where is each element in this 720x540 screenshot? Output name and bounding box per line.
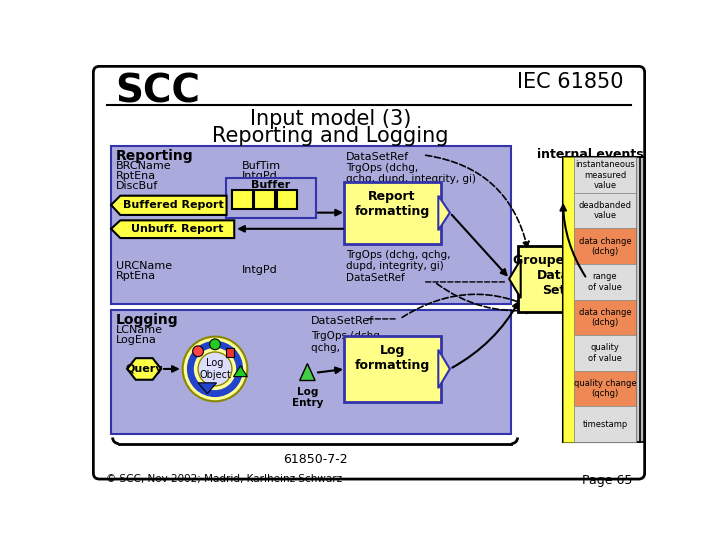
Text: SCC: SCC (115, 72, 200, 111)
Text: Reporting: Reporting (116, 148, 193, 163)
Text: data change
(dchg): data change (dchg) (579, 237, 631, 256)
Text: LogEna: LogEna (116, 335, 156, 345)
Polygon shape (127, 358, 161, 380)
Circle shape (210, 339, 220, 350)
FancyBboxPatch shape (111, 146, 511, 303)
FancyBboxPatch shape (343, 336, 441, 402)
Text: data change
(dchg): data change (dchg) (579, 308, 631, 327)
Text: Reporting and Logging: Reporting and Logging (212, 126, 449, 146)
Text: IntgPd: IntgPd (242, 265, 278, 275)
FancyBboxPatch shape (571, 157, 640, 442)
Circle shape (193, 346, 204, 356)
FancyBboxPatch shape (94, 66, 644, 479)
Text: BufTim: BufTim (242, 161, 281, 171)
Text: 61850-7-2: 61850-7-2 (283, 453, 348, 466)
Text: LCName: LCName (116, 325, 163, 335)
FancyBboxPatch shape (111, 309, 511, 434)
Text: RptEna: RptEna (116, 171, 156, 181)
FancyBboxPatch shape (578, 157, 589, 442)
FancyBboxPatch shape (343, 182, 441, 244)
Polygon shape (111, 220, 234, 238)
FancyBboxPatch shape (254, 190, 275, 209)
FancyBboxPatch shape (574, 264, 636, 300)
Text: internal events: internal events (537, 148, 644, 161)
FancyBboxPatch shape (574, 335, 636, 371)
FancyBboxPatch shape (563, 157, 636, 442)
Text: quality
of value: quality of value (588, 343, 622, 363)
Text: IntgPd: IntgPd (242, 171, 278, 181)
FancyBboxPatch shape (518, 246, 589, 312)
Text: timestamp: timestamp (582, 420, 628, 429)
FancyBboxPatch shape (574, 371, 636, 407)
Polygon shape (300, 363, 315, 381)
Polygon shape (509, 260, 521, 298)
Text: Input model (3): Input model (3) (250, 110, 411, 130)
Text: TrgOps (dchg,
qchg, dupd, integrity, gi): TrgOps (dchg, qchg, dupd, integrity, gi) (346, 163, 476, 184)
FancyBboxPatch shape (226, 178, 316, 218)
Text: deadbanded
value: deadbanded value (578, 201, 631, 220)
Text: Grouped by
Data
Set: Grouped by Data Set (513, 254, 595, 297)
Text: © SCC, Nov 2002; Madrid, Karlheinz Schwarz: © SCC, Nov 2002; Madrid, Karlheinz Schwa… (106, 475, 342, 484)
Text: Buffer: Buffer (251, 180, 290, 190)
Text: range
of value: range of value (588, 272, 622, 292)
Text: DataSetRef: DataSetRef (346, 152, 409, 162)
Text: BRCName: BRCName (116, 161, 171, 171)
Text: TrgOps (dchg, qchg,
dupd, integrity, gi)
DataSetRef: TrgOps (dchg, qchg, dupd, integrity, gi)… (346, 249, 451, 283)
Text: Log
Object: Log Object (199, 358, 231, 380)
Text: Log
Entry: Log Entry (292, 387, 323, 408)
Text: URCName: URCName (116, 261, 172, 271)
Text: Report
formatting: Report formatting (354, 190, 430, 218)
Polygon shape (198, 383, 217, 394)
Text: Query: Query (125, 364, 163, 374)
Text: Page 65: Page 65 (582, 475, 632, 488)
Text: RptEna: RptEna (116, 271, 156, 281)
Text: TrgOps (dchg,
qchg, dupd): TrgOps (dchg, qchg, dupd) (311, 331, 384, 353)
Text: instantaneous
measured
value: instantaneous measured value (575, 160, 635, 190)
FancyBboxPatch shape (563, 157, 574, 442)
FancyBboxPatch shape (578, 157, 644, 442)
FancyBboxPatch shape (574, 300, 636, 335)
FancyBboxPatch shape (574, 407, 636, 442)
Circle shape (198, 352, 232, 386)
Text: IEC 61850: IEC 61850 (517, 72, 623, 92)
FancyBboxPatch shape (574, 157, 636, 193)
Text: Buffered Report: Buffered Report (123, 200, 224, 210)
FancyBboxPatch shape (226, 348, 234, 356)
Circle shape (183, 336, 248, 401)
Text: DiscBuf: DiscBuf (116, 181, 158, 191)
FancyBboxPatch shape (574, 193, 636, 228)
Polygon shape (438, 350, 450, 388)
FancyBboxPatch shape (571, 157, 582, 442)
Polygon shape (233, 366, 248, 377)
Polygon shape (111, 195, 227, 215)
FancyBboxPatch shape (276, 190, 297, 209)
FancyBboxPatch shape (574, 228, 636, 264)
Text: Unbuff. Report: Unbuff. Report (131, 224, 223, 234)
Text: DataSetRef: DataSetRef (311, 316, 374, 326)
Text: quality change
(qchg): quality change (qchg) (574, 379, 636, 399)
Text: Log
formatting: Log formatting (354, 345, 430, 372)
Text: Logging: Logging (116, 313, 179, 327)
FancyBboxPatch shape (232, 190, 253, 209)
Polygon shape (438, 195, 450, 231)
